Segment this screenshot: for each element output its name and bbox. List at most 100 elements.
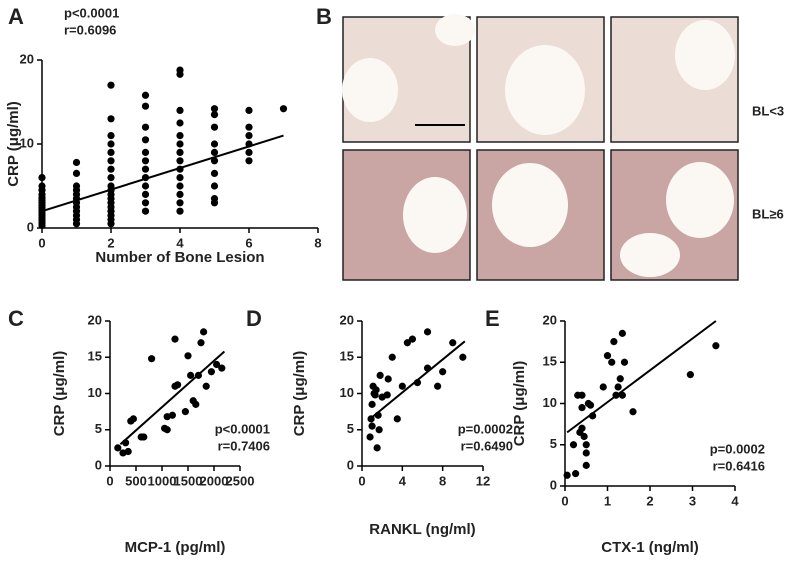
- y-axis-label: CRP (μg/ml): [511, 361, 528, 447]
- point: [176, 148, 184, 156]
- point: [279, 105, 288, 113]
- y-tick-label: 20: [543, 312, 557, 327]
- fit-line: [41, 134, 284, 213]
- point: [202, 382, 210, 390]
- y-tick-label: 10: [20, 135, 34, 150]
- panel-letter: C: [8, 306, 24, 331]
- point: [393, 415, 401, 423]
- x-axis-label: RANKL (ng/ml): [369, 521, 475, 538]
- point: [616, 375, 624, 383]
- point: [686, 371, 694, 379]
- point: [141, 91, 150, 99]
- x-tick-label: 1000: [148, 473, 177, 488]
- point: [578, 404, 586, 412]
- row-label: BL<3: [752, 103, 784, 118]
- point: [569, 441, 578, 449]
- point: [107, 132, 115, 140]
- point: [148, 355, 156, 363]
- y-tick-label: 20: [20, 51, 34, 66]
- y-tick-label: 15: [340, 349, 354, 364]
- y-tick-label: 20: [88, 312, 102, 327]
- y-tick-label: 15: [543, 354, 557, 369]
- annotation: p<0.0001: [64, 5, 119, 20]
- point: [578, 424, 586, 432]
- y-axis-label: CRP (μg/ml): [291, 351, 308, 437]
- x-axis-label: CTX-1 (ng/ml): [601, 539, 699, 556]
- point: [582, 461, 590, 469]
- point: [141, 199, 150, 207]
- point: [141, 182, 150, 190]
- point: [712, 342, 720, 350]
- point: [176, 132, 184, 140]
- point: [614, 383, 622, 391]
- point: [582, 441, 590, 449]
- point: [107, 81, 115, 89]
- point: [629, 408, 637, 416]
- point: [449, 339, 457, 347]
- point: [459, 353, 467, 361]
- x-tick-label: 1: [604, 493, 611, 508]
- point: [210, 111, 219, 119]
- panel-letter: D: [246, 306, 262, 331]
- point: [176, 174, 184, 182]
- point: [197, 339, 205, 347]
- annotation: p<0.0001: [215, 421, 270, 436]
- point: [610, 338, 618, 346]
- y-tick-label: 10: [88, 385, 102, 400]
- point: [372, 386, 380, 394]
- point: [107, 115, 115, 123]
- point: [140, 433, 148, 441]
- point: [245, 148, 253, 156]
- point: [603, 352, 612, 360]
- point: [245, 106, 253, 114]
- point: [618, 329, 626, 337]
- point: [210, 195, 219, 203]
- x-tick-label: 6: [245, 235, 252, 250]
- point: [141, 102, 150, 110]
- point: [176, 119, 184, 127]
- x-tick-label: 4: [731, 493, 739, 508]
- y-tick-label: 10: [543, 395, 557, 410]
- y-axis-label: CRP (μg/ml): [5, 101, 22, 187]
- x-tick-label: 8: [314, 235, 321, 250]
- point: [563, 471, 571, 479]
- point: [174, 381, 182, 389]
- point: [580, 432, 588, 441]
- point: [187, 371, 195, 379]
- point: [218, 364, 226, 372]
- point: [176, 190, 184, 198]
- point: [384, 375, 392, 383]
- point: [176, 66, 184, 74]
- point: [141, 136, 150, 144]
- point: [72, 169, 81, 177]
- point: [586, 401, 595, 409]
- point: [210, 105, 219, 113]
- point: [368, 400, 376, 408]
- x-tick-label: 2500: [226, 473, 255, 488]
- point: [124, 447, 132, 456]
- fit-line: [369, 340, 466, 420]
- x-tick-label: 4: [399, 473, 407, 488]
- point: [210, 123, 219, 131]
- point: [375, 426, 383, 434]
- y-tick-label: 15: [88, 349, 102, 364]
- point: [373, 444, 381, 452]
- y-tick-label: 5: [95, 421, 102, 436]
- y-tick-label: 0: [550, 477, 557, 492]
- x-tick-label: 8: [439, 473, 446, 488]
- y-tick-label: 20: [340, 312, 354, 327]
- point: [141, 123, 150, 131]
- point: [582, 449, 590, 457]
- point: [210, 169, 219, 177]
- y-tick-label: 5: [550, 436, 557, 451]
- point: [192, 400, 200, 408]
- x-tick-label: 0: [358, 473, 365, 488]
- y-axis-label: CRP (μg/ml): [51, 351, 68, 437]
- point: [200, 328, 208, 336]
- point: [608, 358, 616, 366]
- point: [107, 182, 115, 190]
- annotation: r=0.6490: [461, 438, 513, 453]
- point: [171, 335, 179, 343]
- point: [207, 368, 215, 376]
- point: [434, 382, 442, 390]
